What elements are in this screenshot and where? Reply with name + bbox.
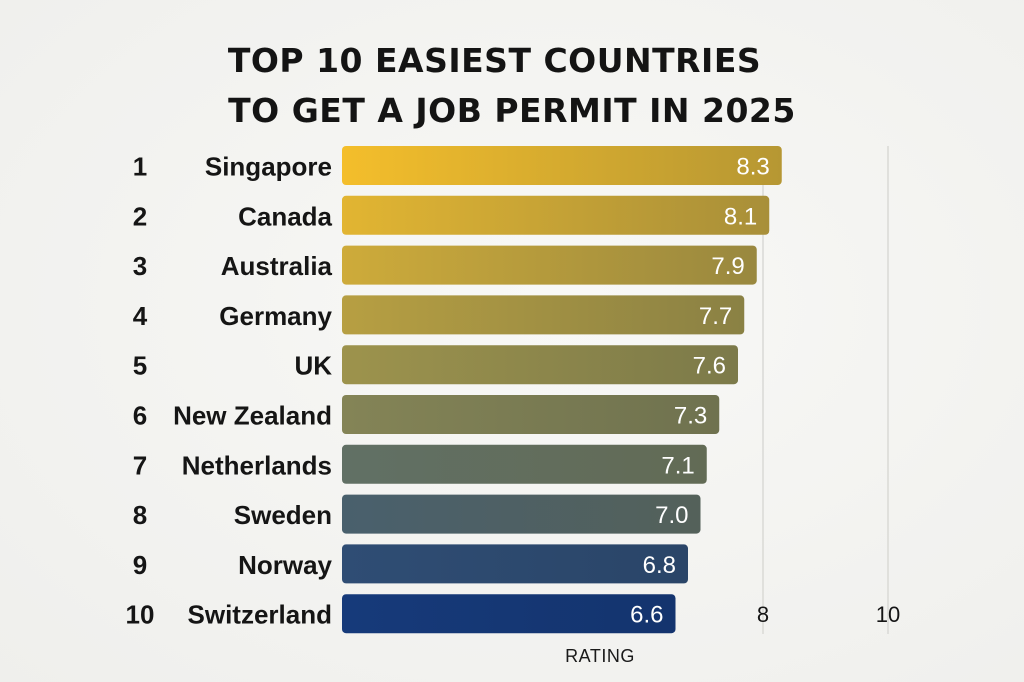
chart-title: TOP 10 EASIEST COUNTRIES TO GET A JOB PE… [0, 36, 1024, 136]
rank-label: 5 [133, 351, 147, 381]
category-label: Netherlands [182, 450, 332, 480]
bar-germany [342, 295, 745, 335]
bar-value-label: 6.6 [630, 602, 663, 629]
bar-australia [342, 245, 757, 285]
category-label: Sweden [234, 500, 332, 530]
bar-value-label: 7.6 [693, 353, 726, 380]
bar-norway [342, 544, 688, 584]
bar-canada [342, 195, 770, 235]
bar-value-label: 7.1 [661, 452, 694, 479]
rank-label: 4 [133, 301, 148, 331]
bar-value-label: 8.3 [736, 154, 769, 181]
category-label: Canada [238, 201, 332, 231]
rank-label: 8 [133, 500, 147, 530]
bar-value-label: 7.0 [655, 502, 688, 529]
rank-label: 3 [133, 251, 147, 281]
bar-uk [342, 345, 738, 385]
rank-label: 6 [133, 401, 147, 431]
bar-value-label: 6.8 [643, 552, 676, 579]
bar-switzerland [342, 594, 676, 634]
bar-value-label: 7.7 [699, 303, 732, 330]
bar-new-zealand [342, 395, 720, 434]
rank-label: 2 [133, 201, 147, 231]
category-label: Switzerland [188, 600, 332, 630]
x-axis-label: RATING [565, 646, 635, 666]
bar-singapore [342, 146, 782, 185]
category-label: New Zealand [173, 401, 332, 431]
bar-netherlands [342, 444, 707, 484]
x-axis-ticks: 8 10 [757, 602, 900, 627]
bar-value-label: 7.9 [711, 253, 744, 280]
rank-label: 10 [126, 600, 155, 630]
chart-title-line-2: TO GET A JOB PERMIT IN 2025 [228, 91, 796, 130]
grid-lines [762, 146, 889, 634]
rank-label: 9 [133, 550, 147, 580]
category-label: Australia [221, 251, 333, 281]
rank-label: 1 [133, 152, 147, 182]
category-label: Germany [219, 301, 332, 331]
category-label: Norway [238, 550, 332, 580]
x-tick-label-8: 8 [757, 602, 769, 627]
bar-sweden [342, 494, 701, 534]
rank-label: 7 [133, 450, 147, 480]
bar-value-label: 7.3 [674, 403, 707, 430]
bar-value-label: 8.1 [724, 203, 757, 230]
category-label: Singapore [205, 152, 332, 182]
x-tick-label-10: 10 [876, 602, 900, 627]
bars: 8.3 8.1 7.9 7.7 7.6 7.3 7.1 7.0 6.8 6.6 [342, 146, 782, 634]
category-label: UK [294, 351, 332, 381]
chart-title-line-1: TOP 10 EASIEST COUNTRIES [227, 41, 762, 80]
